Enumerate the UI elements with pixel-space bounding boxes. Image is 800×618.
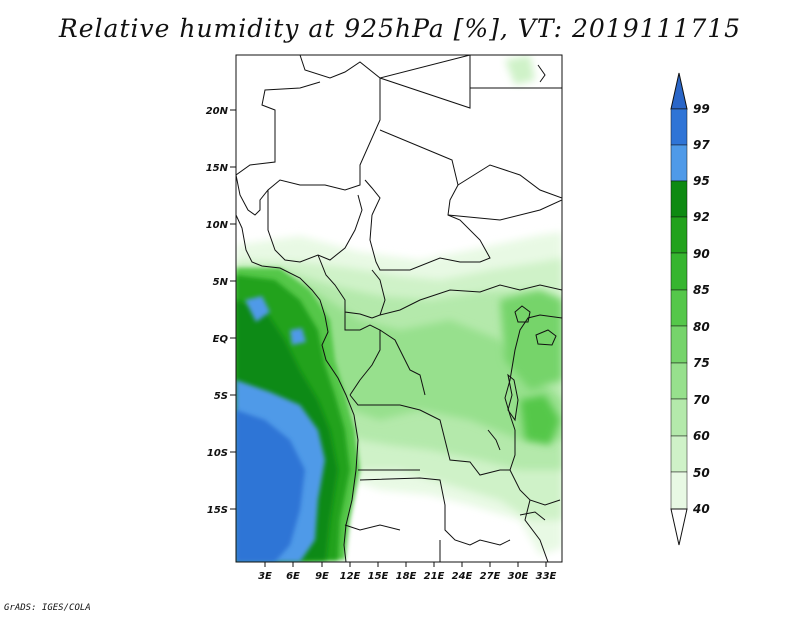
colorbar-label-50: 50 [693,466,710,480]
lon-label-24e: 24E [452,571,473,582]
colorbar-band-60-70 [670,398,688,437]
colorbar-band-50-60 [670,435,688,473]
colorbar-label-80: 80 [693,320,710,334]
colorbar-band-70-75 [670,362,688,400]
colorbar-band-95-97 [670,144,688,182]
lat-label-5n: 5N [213,277,229,288]
lon-label-27e: 27E [480,571,501,582]
lat-label-20n: 20N [206,106,229,117]
latitude-axis: 20N 15N 10N 5N EQ 5S 10S 15S [206,106,236,516]
colorbar-label-60: 60 [693,429,710,443]
lon-label-33e: 33E [536,571,557,582]
lon-label-21e: 21E [424,571,445,582]
longitude-axis: 3E 6E 9E 12E 15E 18E 21E 24E 27E 30E 33E [258,562,557,582]
humidity-field [236,55,562,562]
colorbar-label-90: 90 [693,247,710,261]
lon-label-18e: 18E [396,571,417,582]
country-borders [236,55,562,562]
lat-label-15n: 15N [206,163,229,174]
lon-label-9e: 9E [315,571,329,582]
lat-label-5s: 5S [214,391,228,402]
map-title: Relative humidity at 925hPa [%], VT: 201… [58,14,742,43]
humidity-region-50-60 [505,55,535,85]
lat-label-15s: 15S [207,505,228,516]
lon-label-15e: 15E [368,571,389,582]
colorbar-top-triangle [670,72,688,110]
lat-label-10n: 10N [206,220,229,231]
colorbar-label-75: 75 [693,356,710,370]
colorbar-label-99: 99 [693,102,710,116]
colorbar-label-95: 95 [693,174,710,188]
colorbar-band-40-50 [670,471,688,510]
colorbar-label-70: 70 [693,393,710,407]
colorbar: 99 97 95 92 90 85 80 75 70 60 50 40 [670,72,710,546]
colorbar-band-85-90 [670,252,688,291]
lat-label-eq: EQ [213,334,229,345]
lon-label-3e: 3E [258,571,272,582]
colorbar-label-97: 97 [693,138,710,152]
lat-label-10s: 10S [207,448,228,459]
colorbar-bottom-triangle [670,508,688,546]
lon-label-6e: 6E [286,571,300,582]
map-frame [235,54,563,563]
colorbar-label-40: 40 [692,502,710,516]
colorbar-band-80-85 [670,289,688,327]
humidity-speckle [245,296,270,322]
humidity-speckle [290,328,306,345]
grads-credit: GrADS: IGES/COLA [4,603,91,613]
colorbar-band-90-92 [670,216,688,254]
colorbar-band-97-99 [670,108,688,146]
colorbar-label-85: 85 [693,283,710,297]
lon-label-30e: 30E [508,571,529,582]
colorbar-label-92: 92 [693,210,710,224]
lon-label-12e: 12E [340,571,361,582]
humidity-region-80-85 [520,395,560,445]
coastline [236,214,359,562]
colorbar-band-92-95 [670,180,688,218]
humidity-region-97-99 [236,410,305,562]
colorbar-band-75-80 [670,325,688,364]
